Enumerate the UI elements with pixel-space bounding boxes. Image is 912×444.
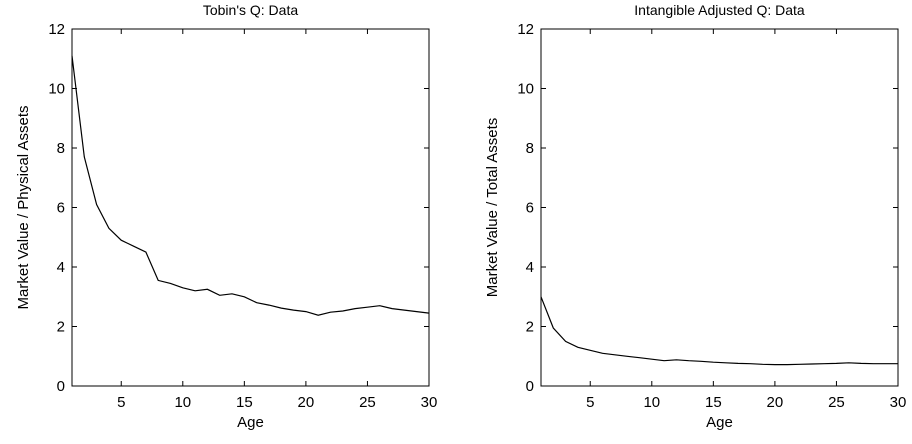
y-tick-label: 4 (526, 259, 534, 276)
series-line (71, 55, 430, 316)
x-tick-label: 20 (298, 394, 315, 411)
x-tick-label: 10 (174, 394, 191, 411)
y-tick-label: 10 (48, 81, 65, 98)
x-tick-label: 25 (828, 394, 845, 411)
y-tick-label: 2 (526, 319, 534, 336)
y-tick-label: 4 (57, 259, 65, 276)
x-tick-label: 25 (359, 394, 376, 411)
x-tick-label: 15 (705, 394, 722, 411)
y-tick-label: 2 (57, 319, 65, 336)
y-tick-label: 12 (48, 21, 65, 38)
left-chart-panel: 5 10 15 20 25 30 0 2 4 6 8 10 12 Tobin's Q: Data Age Ma… (15, 2, 437, 431)
plot-area (71, 28, 430, 387)
right-chart-panel: 5 10 15 20 25 30 0 2 4 6 8 10 12 Intangible Adjusted … (484, 2, 906, 431)
y-tick-label: 10 (517, 81, 534, 98)
series-line (540, 296, 898, 366)
x-tick-label: 30 (421, 394, 438, 411)
y-tick-label: 6 (57, 200, 65, 217)
y-tick-label: 6 (526, 200, 534, 217)
y-tick-label: 8 (526, 140, 534, 157)
y-axis-label: Market Value / Total Assets (484, 118, 501, 298)
x-tick-label: 30 (890, 394, 907, 411)
x-tick-label: 5 (117, 394, 125, 411)
y-tick-label: 0 (57, 378, 65, 395)
chart-title: Tobin's Q: Data (203, 2, 298, 18)
y-tick-label: 0 (526, 378, 534, 395)
y-tick-label: 8 (57, 140, 65, 157)
x-tick-label: 5 (586, 394, 594, 411)
x-tick-label: 15 (236, 394, 253, 411)
y-axis-label: Market Value / Physical Assets (15, 106, 32, 310)
x-tick-label: 20 (767, 394, 784, 411)
x-axis-label: Age (237, 414, 264, 431)
y-tick-label: 12 (517, 21, 534, 38)
x-axis-label: Age (706, 414, 733, 431)
x-tick-label: 10 (643, 394, 660, 411)
chart-title: Intangible Adjusted Q: Data (634, 2, 805, 18)
plot-area (540, 28, 899, 387)
